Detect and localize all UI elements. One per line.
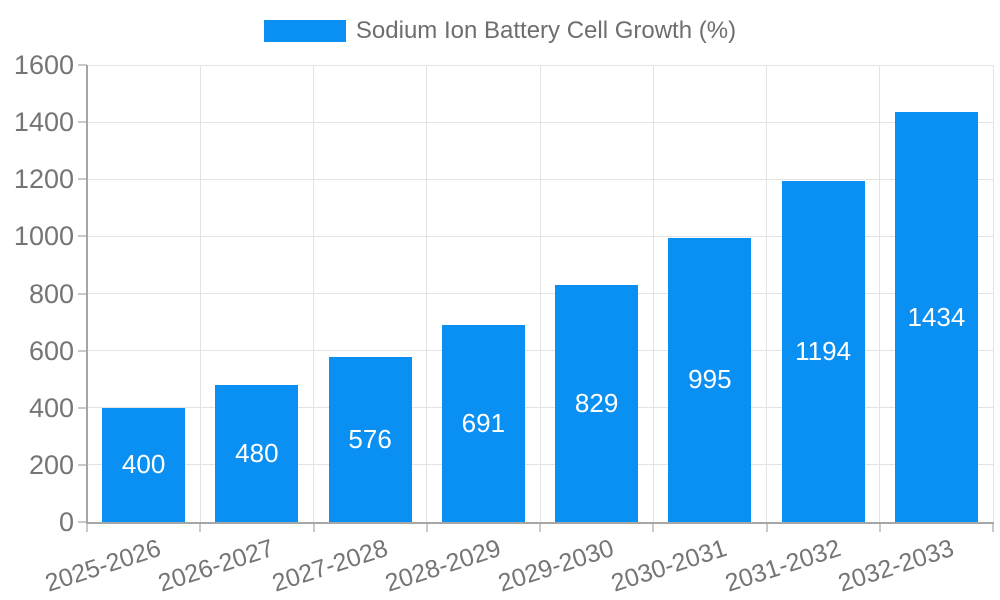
x-gridline	[652, 65, 654, 522]
x-tick-mark	[86, 522, 88, 532]
x-tick-mark	[425, 522, 428, 532]
y-tick-mark	[78, 121, 87, 124]
y-tick-mark	[78, 521, 87, 523]
y-axis-label: 1400	[13, 107, 74, 138]
x-tick-mark	[199, 522, 202, 532]
y-axis-line	[86, 65, 88, 524]
y-axis-label: 1000	[13, 221, 74, 252]
x-gridline	[766, 65, 767, 522]
y-tick-mark	[78, 292, 87, 295]
x-gridline	[879, 65, 881, 522]
x-tick-mark	[878, 522, 881, 532]
bar: 995	[668, 237, 752, 522]
y-axis-label: 800	[28, 278, 74, 309]
bar-value-label: 829	[574, 388, 619, 419]
y-tick-mark	[78, 64, 87, 66]
bar: 480	[215, 384, 299, 522]
x-tick-mark	[652, 522, 655, 532]
x-axis-label: 2028-2029	[381, 534, 505, 598]
y-tick-mark	[78, 235, 87, 238]
y-axis-label: 200	[28, 449, 74, 480]
x-axis-label: 2032-2033	[834, 534, 958, 598]
x-tick-mark	[765, 522, 768, 532]
y-tick-mark	[78, 463, 87, 466]
x-tick-mark	[312, 522, 315, 532]
x-tick-mark	[992, 522, 994, 532]
bar-value-label: 400	[121, 449, 166, 480]
bar-value-label: 480	[235, 437, 279, 468]
legend-label: Sodium Ion Battery Cell Growth (%)	[355, 17, 737, 44]
bar: 1194	[781, 180, 865, 522]
y-tick-mark	[78, 178, 87, 181]
bar-value-label: 1434	[907, 301, 966, 332]
bar: 829	[555, 285, 639, 522]
bar: 576	[328, 357, 412, 522]
bar: 1434	[894, 112, 978, 522]
bar: 400	[102, 407, 186, 522]
y-axis-label: 1200	[13, 164, 74, 195]
y-axis-label: 400	[28, 392, 74, 423]
bar-value-label: 995	[688, 364, 732, 395]
x-axis-line	[86, 522, 994, 524]
legend-swatch	[263, 20, 346, 42]
y-axis-label: 600	[28, 335, 74, 366]
x-axis-label: 2027-2028	[268, 534, 391, 598]
x-axis-label: 2025-2026	[41, 534, 165, 598]
bar-value-label: 576	[348, 424, 392, 455]
x-gridline	[313, 65, 314, 522]
bar-value-label: 1194	[795, 335, 852, 366]
x-gridline	[426, 65, 428, 522]
x-tick-mark	[539, 522, 541, 532]
bar: 691	[441, 324, 525, 522]
x-gridline	[199, 65, 201, 522]
y-axis-label: 1600	[13, 50, 74, 80]
y-tick-mark	[78, 406, 87, 409]
bar-value-label: 691	[461, 407, 506, 438]
y-tick-mark	[78, 349, 87, 352]
x-axis-label: 2031-2032	[721, 534, 844, 598]
x-gridline	[992, 65, 994, 522]
x-axis-label: 2029-2030	[494, 534, 618, 598]
y-axis-label: 0	[58, 507, 74, 537]
x-axis-label: 2030-2031	[608, 534, 731, 598]
x-gridline	[539, 65, 541, 522]
x-axis-label: 2026-2027	[155, 534, 278, 598]
legend: Sodium Ion Battery Cell Growth (%)	[0, 17, 1000, 45]
